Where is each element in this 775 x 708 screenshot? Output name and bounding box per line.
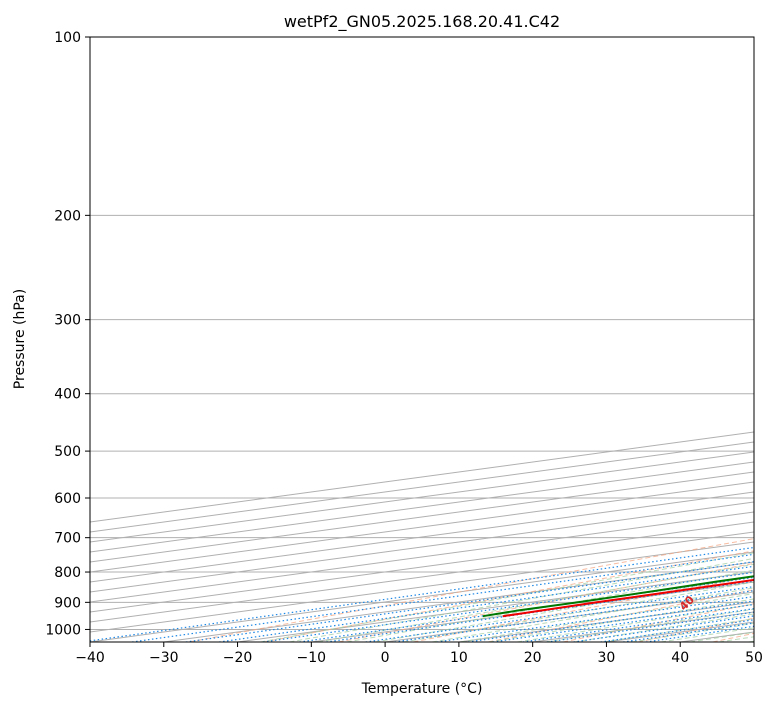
x-tick-label: −30: [149, 650, 179, 666]
mixing-ratio-line: [90, 546, 754, 642]
axes: −40 −30 −20 −10 0 10 20 30 40 50 100 200 300 400 500 60…: [45, 30, 763, 666]
x-tick-label: 50: [745, 650, 763, 666]
isotherm-line: [90, 521, 754, 613]
isotherm-line: [90, 471, 754, 563]
moist-adiabat-line: [460, 592, 754, 642]
dry-adiabat-line: [338, 562, 754, 642]
isotherm-line: [90, 511, 754, 603]
y-tick-label: 500: [54, 444, 81, 460]
x-tick-label: −10: [297, 650, 327, 666]
moist-adiabat-line: [318, 563, 754, 642]
isotherm-line: [90, 451, 754, 543]
y-tick-label: 100: [54, 30, 81, 46]
mixing-ratio-line: [365, 585, 754, 642]
chart-title: wetPf2_GN05.2025.168.20.41.C42: [284, 12, 560, 32]
mixing-ratio-line: [132, 553, 754, 642]
y-tick-label: 1000: [45, 622, 81, 638]
x-tick-label: −20: [223, 650, 253, 666]
isotherm-line: [90, 491, 754, 583]
mixing-ratio-line: [436, 595, 754, 642]
y-tick-label: 700: [54, 531, 81, 547]
y-tick-label: 800: [54, 565, 81, 581]
x-tick-label: 30: [598, 650, 616, 666]
y-tick-label: 200: [54, 208, 81, 224]
isotherm-line: [90, 461, 754, 553]
moist-adiabat-line: [260, 552, 754, 642]
plot-area: 0.10.20.40.611.52346810131620253036-100-…: [90, 37, 754, 642]
mixing-ratio-lines: [90, 546, 754, 642]
x-tick-label: 20: [524, 650, 542, 666]
y-axis-label: Pressure (hPa): [12, 289, 28, 389]
x-tick-label: 40: [671, 650, 689, 666]
isotherm-line: [90, 481, 754, 573]
x-axis-label: Temperature (°C): [361, 681, 483, 697]
x-tick-label: 0: [381, 650, 390, 666]
mixing-ratio-line: [394, 590, 754, 642]
dry-adiabat-line: [488, 589, 754, 642]
plot-frame: [89, 36, 755, 643]
y-tick-label: 300: [54, 313, 81, 329]
isotherm-line: [90, 531, 754, 623]
isotherm-lines: [90, 431, 754, 642]
x-tick-label: −40: [75, 650, 105, 666]
y-tick-label: 900: [54, 595, 81, 611]
x-tick-label: 10: [450, 650, 468, 666]
y-tick-label: 400: [54, 387, 81, 403]
isotherm-line: [90, 501, 754, 593]
y-tick-label: 600: [54, 491, 81, 507]
